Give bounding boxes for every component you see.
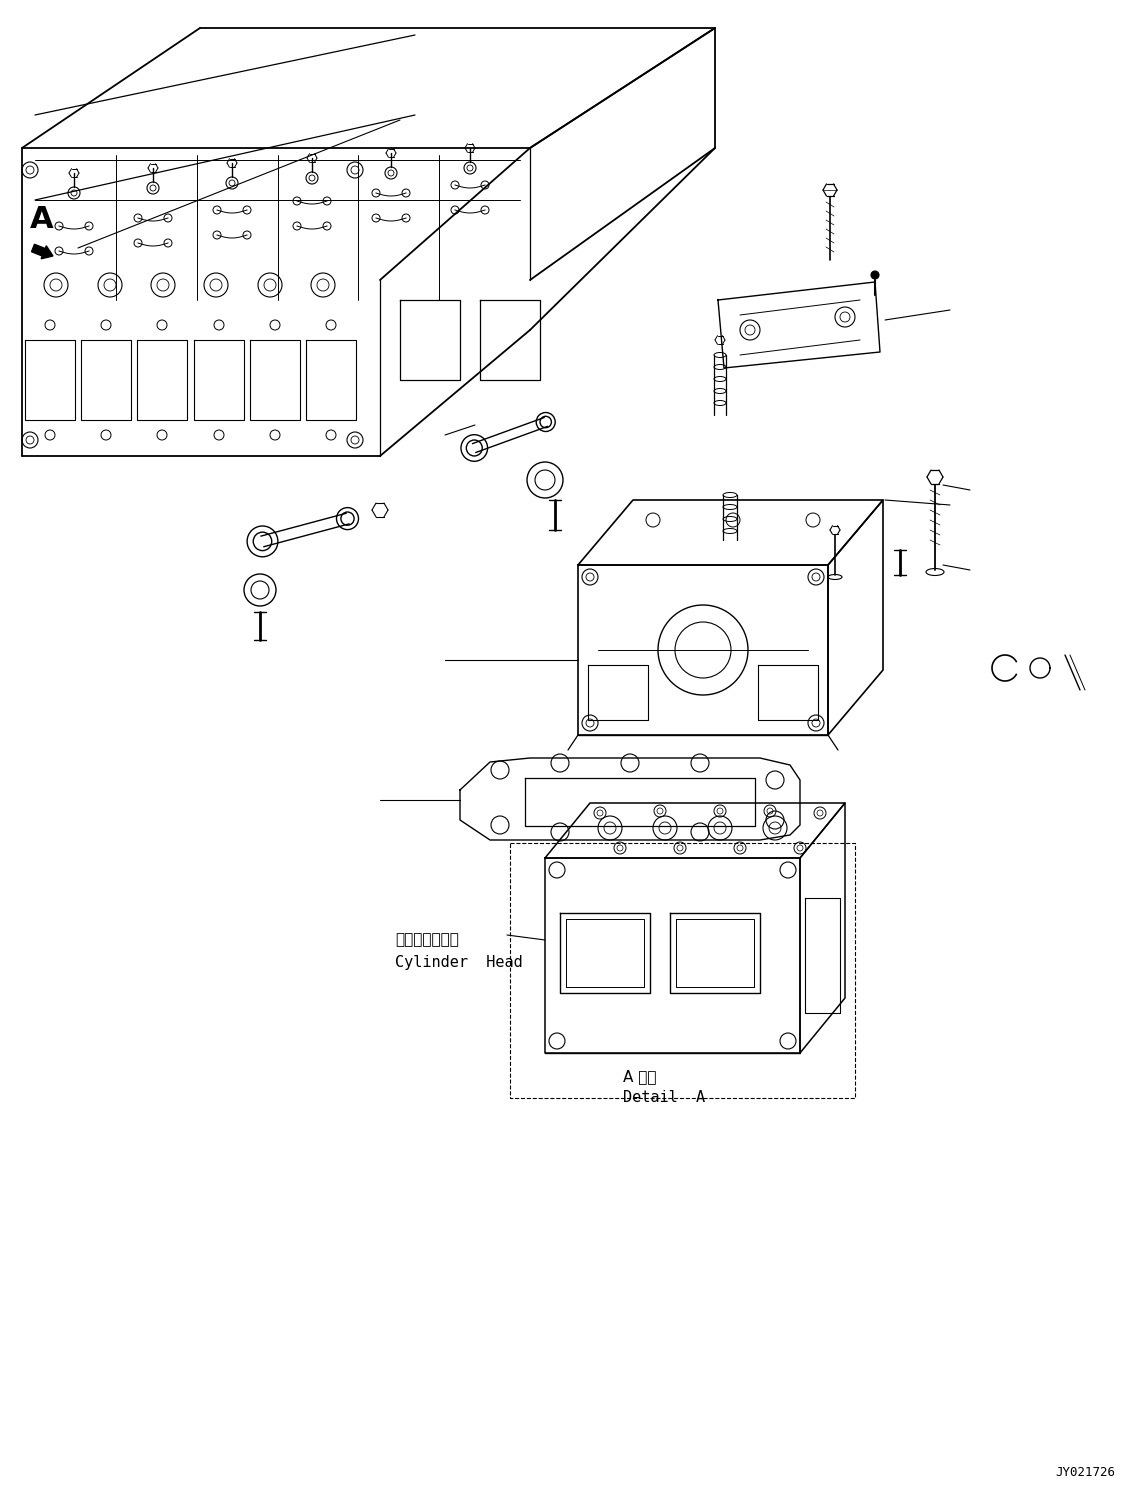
Text: A 詳細: A 詳細 bbox=[623, 1069, 656, 1084]
Text: Detail  A: Detail A bbox=[623, 1090, 705, 1105]
Text: A: A bbox=[30, 206, 54, 234]
Circle shape bbox=[871, 271, 879, 279]
Text: シリンダヘッド: シリンダヘッド bbox=[395, 932, 459, 947]
Text: Cylinder  Head: Cylinder Head bbox=[395, 954, 523, 969]
Text: JY021726: JY021726 bbox=[1055, 1466, 1115, 1479]
FancyArrow shape bbox=[32, 245, 54, 259]
